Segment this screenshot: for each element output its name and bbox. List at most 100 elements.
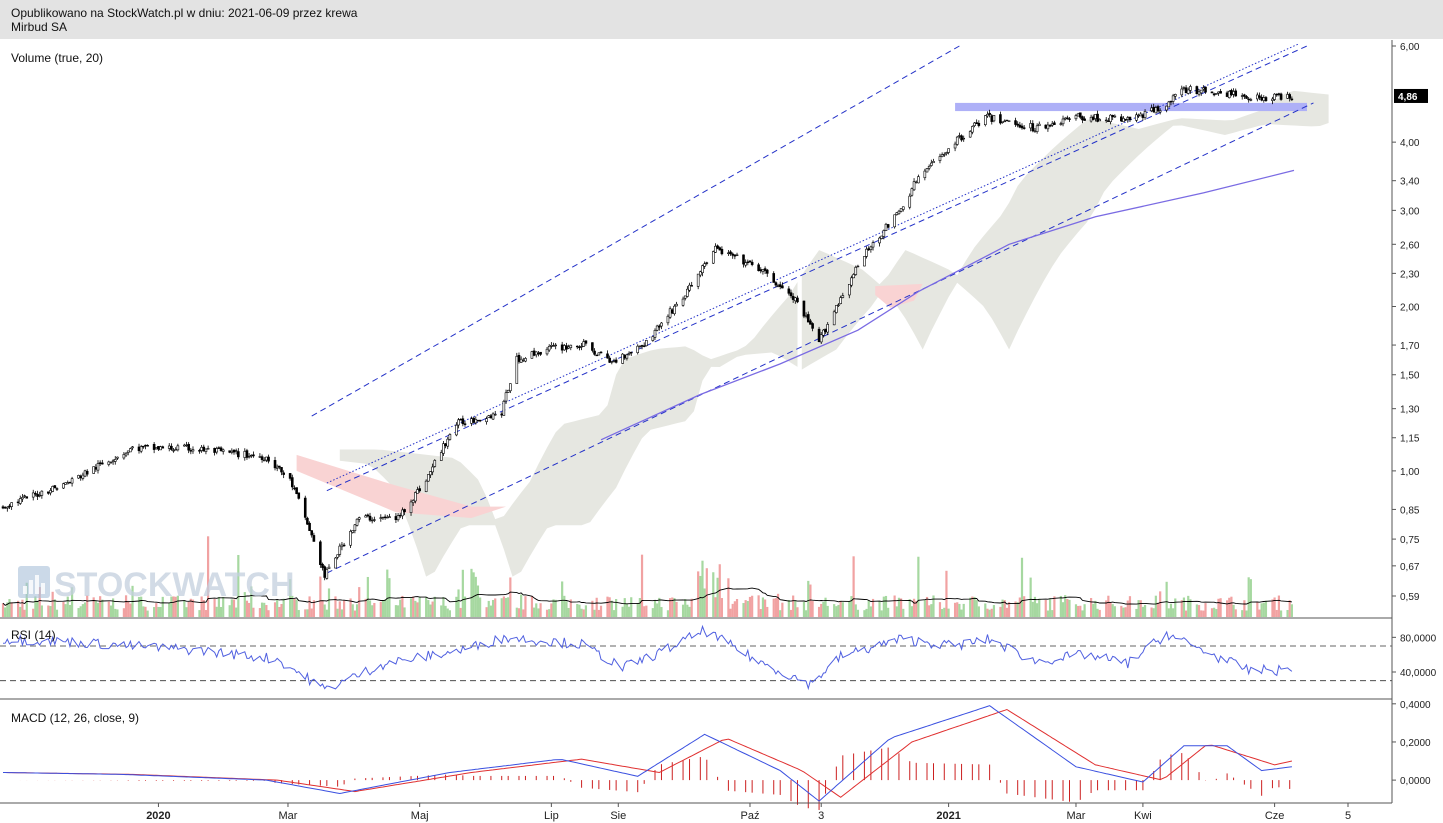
- volume-bar: [79, 606, 82, 617]
- volume-bar: [537, 608, 540, 617]
- volume-bar: [1172, 608, 1175, 617]
- candle-body: [319, 541, 322, 565]
- candle-body: [1232, 91, 1235, 95]
- candle-body: [396, 515, 400, 521]
- candle-body: [1256, 94, 1259, 100]
- volume-bar: [1122, 607, 1125, 617]
- volume-bar: [321, 600, 324, 617]
- volume-bar: [1007, 602, 1011, 617]
- volume-bar: [146, 610, 149, 617]
- candle-body: [124, 452, 128, 456]
- volume-bar: [837, 604, 840, 617]
- candle-body: [230, 450, 234, 453]
- candle-body: [113, 459, 117, 462]
- candle-body: [131, 446, 134, 449]
- trend-line-3: [326, 102, 1314, 574]
- volume-bar: [1288, 600, 1291, 617]
- candle-body: [886, 224, 890, 228]
- candle-body: [1068, 118, 1071, 120]
- candle-body: [841, 295, 845, 298]
- volume-bar: [470, 568, 473, 617]
- volume-bar: [751, 595, 754, 617]
- volume-bar: [779, 610, 782, 617]
- candle-body: [243, 451, 247, 458]
- volume-bar: [455, 596, 458, 617]
- candle-body: [673, 305, 676, 315]
- volume-bar: [1228, 597, 1231, 617]
- volume-bar: [1258, 609, 1261, 617]
- candle-body: [366, 514, 370, 517]
- candle-body: [789, 292, 793, 297]
- rsi-line: [2, 624, 1293, 691]
- volume-bar: [735, 599, 739, 617]
- volume-bar: [595, 597, 598, 617]
- candle-body: [53, 485, 57, 489]
- volume-bar: [669, 598, 672, 617]
- volume-bar: [1286, 609, 1289, 617]
- volume-bar: [690, 598, 693, 617]
- candle-body: [625, 354, 629, 359]
- candle-body: [379, 517, 383, 519]
- candle-body: [1173, 94, 1177, 97]
- candle-body: [1124, 119, 1127, 121]
- candle-body: [258, 456, 262, 458]
- candle-body: [569, 344, 573, 348]
- volume-bar: [474, 576, 477, 617]
- candle-body: [385, 516, 389, 519]
- candle-body: [1001, 121, 1004, 123]
- volume-bar: [1105, 600, 1108, 617]
- volume-bar: [47, 605, 50, 617]
- candle-body: [1089, 116, 1093, 122]
- candle-body: [681, 298, 685, 306]
- volume-bar: [308, 596, 311, 617]
- candle-body: [1035, 125, 1039, 132]
- x-tick-label: Kwi: [1134, 810, 1152, 822]
- candle-body: [206, 448, 210, 450]
- volume-bar: [627, 606, 631, 617]
- volume-bar: [530, 595, 534, 617]
- volume-bar: [895, 606, 898, 617]
- candle-body: [398, 514, 402, 517]
- candle-body: [675, 303, 678, 307]
- volume-bar: [1230, 596, 1233, 617]
- volume-bar: [312, 600, 315, 617]
- candle-body: [290, 477, 294, 488]
- candle-body: [144, 444, 147, 447]
- candle-body: [18, 498, 22, 504]
- candle-body: [1180, 88, 1184, 96]
- candle-body: [265, 456, 268, 461]
- candle-body: [1122, 118, 1125, 123]
- moving-average-layer: [600, 169, 1295, 441]
- volume-bar: [109, 605, 113, 617]
- cloud-bear-2: [875, 283, 923, 308]
- volume-bar: [1174, 598, 1177, 617]
- volume-bar: [727, 578, 730, 617]
- candle-body: [66, 482, 70, 485]
- volume-bar: [368, 600, 372, 617]
- volume-bar: [1005, 607, 1008, 617]
- price-y-tick-label: 4,00: [1400, 138, 1420, 149]
- candle-body: [506, 389, 510, 393]
- volume-bar: [36, 600, 39, 617]
- candle-body: [137, 446, 141, 452]
- candle-body: [910, 188, 914, 196]
- candle-body: [658, 325, 661, 328]
- volume-bar: [608, 597, 611, 617]
- candle-body: [273, 460, 277, 469]
- candle-body: [854, 267, 858, 275]
- volume-bar: [1068, 599, 1071, 617]
- candle-body: [1262, 97, 1266, 101]
- volume-bar: [567, 607, 570, 617]
- volume-bar: [1033, 596, 1037, 617]
- volume-bar: [1079, 605, 1082, 617]
- candle-body: [1184, 87, 1188, 94]
- candle-body: [727, 252, 730, 254]
- volume-bar: [943, 607, 946, 617]
- candle-body: [10, 502, 13, 507]
- candle-body: [1182, 87, 1186, 89]
- volume-bar: [1038, 598, 1041, 617]
- candle-body: [932, 161, 935, 164]
- candle-body: [1018, 124, 1022, 128]
- volume-bar: [606, 596, 609, 617]
- price-y-tick-label: 3,40: [1400, 177, 1420, 188]
